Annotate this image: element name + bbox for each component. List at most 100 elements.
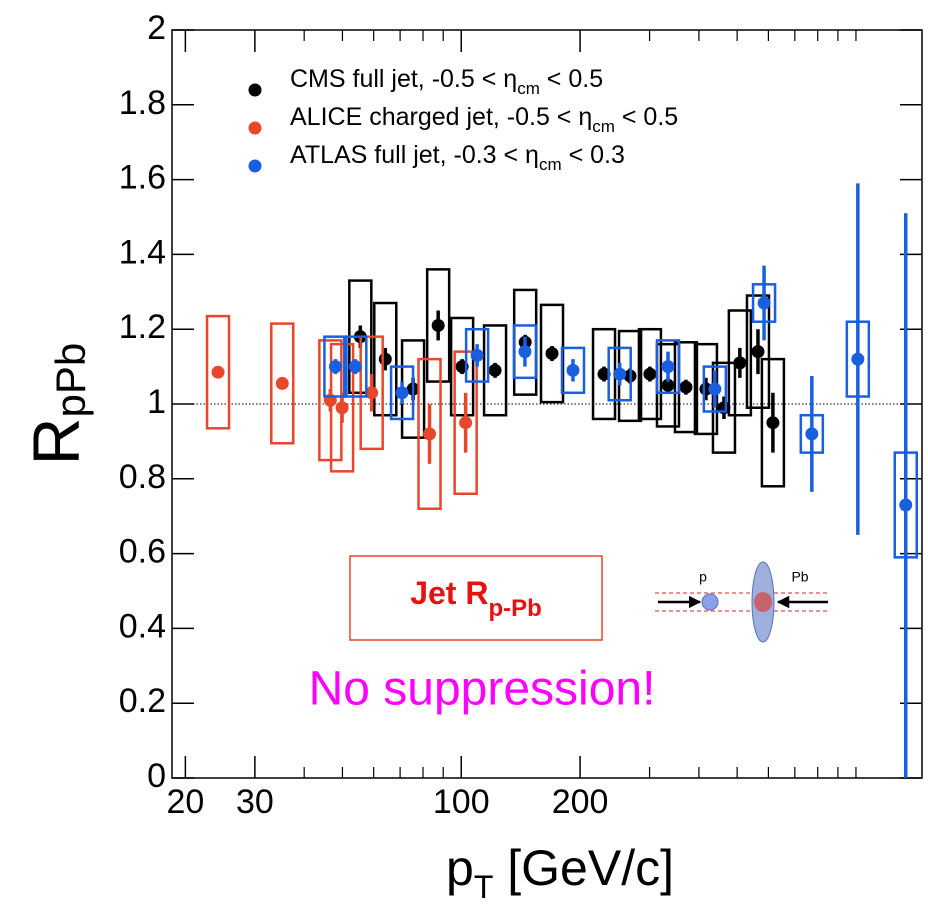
diagram-label: p	[699, 569, 707, 585]
data-point	[751, 345, 765, 359]
data-point	[597, 367, 611, 381]
annotation-text: Jet R	[410, 575, 488, 611]
data-point	[518, 345, 532, 359]
sys-box	[711, 361, 737, 454]
y-tick-label: 1.6	[119, 159, 166, 197]
x-axis-title: pT [GeV/c]	[446, 840, 674, 905]
y-tick-label: 0.6	[119, 533, 166, 571]
data-point	[661, 360, 675, 374]
data-point	[348, 360, 362, 374]
y-title-sub: pPb	[47, 343, 94, 418]
x-title-sub: T	[474, 869, 494, 905]
sys-box	[607, 346, 632, 402]
data-point	[643, 367, 657, 381]
sys-box	[205, 314, 231, 430]
legend-end: < 0.5	[540, 65, 603, 93]
data-point	[851, 352, 865, 366]
legend-end: < 0.3	[562, 141, 625, 169]
data-point	[470, 348, 484, 362]
x-tick-label: 200	[552, 783, 609, 821]
annotation-sub: p-Pb	[488, 595, 541, 622]
x-tick-label: 20	[166, 783, 204, 821]
annotation-frame	[349, 555, 603, 641]
legend-name: ATLAS full jet, -0.3 < η	[290, 141, 539, 169]
sys-box	[702, 365, 728, 413]
legend-sub: cm	[592, 117, 615, 136]
sys-box	[323, 335, 348, 398]
x-tick-label: 30	[236, 783, 274, 821]
y-tick-label: 0.8	[119, 458, 166, 496]
sys-box	[417, 357, 442, 510]
annotation: No suppression!	[309, 663, 656, 716]
y-tick-label: 0.2	[119, 682, 166, 720]
sys-box	[673, 341, 699, 434]
data-point	[733, 356, 747, 370]
y-tick-label: 1.8	[119, 84, 166, 122]
sys-box	[425, 268, 451, 383]
diagram-label: Pb	[791, 569, 808, 585]
sys-box	[560, 346, 586, 395]
legend-name: ALICE charged jet, -0.5 < η	[290, 103, 592, 131]
sys-box	[343, 335, 368, 398]
sys-box	[655, 339, 681, 395]
sys-box	[464, 327, 490, 383]
data-point	[566, 363, 580, 377]
legend-sub: cm	[539, 155, 562, 174]
data-point	[661, 378, 675, 392]
data-point	[488, 363, 502, 377]
sys-box	[329, 342, 355, 473]
y-tick-label: 0.4	[119, 607, 166, 645]
data-point	[708, 382, 722, 396]
sys-box	[745, 294, 771, 409]
y-axis-title: RpPb	[19, 343, 94, 465]
data-point	[211, 365, 225, 379]
overlap	[754, 592, 772, 612]
sys-box	[512, 324, 538, 380]
data-point	[757, 296, 771, 310]
legend-end: < 0.5	[615, 103, 678, 131]
sys-box	[760, 357, 786, 488]
x-title-end: [GeV/c]	[493, 840, 674, 896]
sys-box	[482, 324, 508, 417]
data-point	[805, 427, 819, 441]
data-point	[378, 352, 392, 366]
legend-label: ALICE charged jet, -0.5 < ηcm < 0.5	[290, 103, 678, 137]
data-point	[423, 427, 437, 441]
data-point	[395, 386, 409, 400]
y-tick-label: 2	[147, 9, 166, 47]
plot-area	[205, 183, 918, 778]
sys-box	[389, 365, 415, 421]
data-point	[613, 367, 627, 381]
legend-marker	[248, 159, 262, 173]
legend-marker	[248, 83, 262, 97]
legend-label: CMS full jet, -0.5 < ηcm < 0.5	[290, 65, 603, 99]
sys-box	[359, 335, 384, 451]
sys-box	[637, 327, 663, 421]
legend-marker	[248, 121, 262, 135]
legend-name: CMS full jet, -0.5 < η	[290, 65, 517, 93]
sys-box	[727, 309, 753, 417]
data-point	[679, 380, 693, 394]
data-point	[275, 376, 289, 390]
legend-sub: cm	[517, 79, 540, 98]
data-point	[335, 401, 349, 415]
annotation-box: Jet Rp-Pb	[410, 575, 542, 622]
x-tick-label: 100	[433, 783, 490, 821]
data-point	[899, 498, 913, 512]
data-point	[766, 416, 780, 430]
y-tick-label: 1.2	[119, 308, 166, 346]
data-point	[545, 347, 559, 361]
y-tick-label: 1.4	[119, 233, 166, 271]
sys-box	[449, 316, 475, 417]
x-title-main: p	[446, 840, 474, 896]
y-tick-label: 1	[147, 383, 166, 421]
legend-label: ATLAS full jet, -0.3 < ηcm < 0.3	[290, 141, 625, 175]
data-point	[459, 416, 473, 430]
sys-box	[373, 301, 398, 417]
y-title-main: R	[19, 418, 93, 466]
data-point	[365, 386, 379, 400]
collision-diagram: p Pb	[655, 561, 830, 643]
proton	[701, 593, 719, 611]
